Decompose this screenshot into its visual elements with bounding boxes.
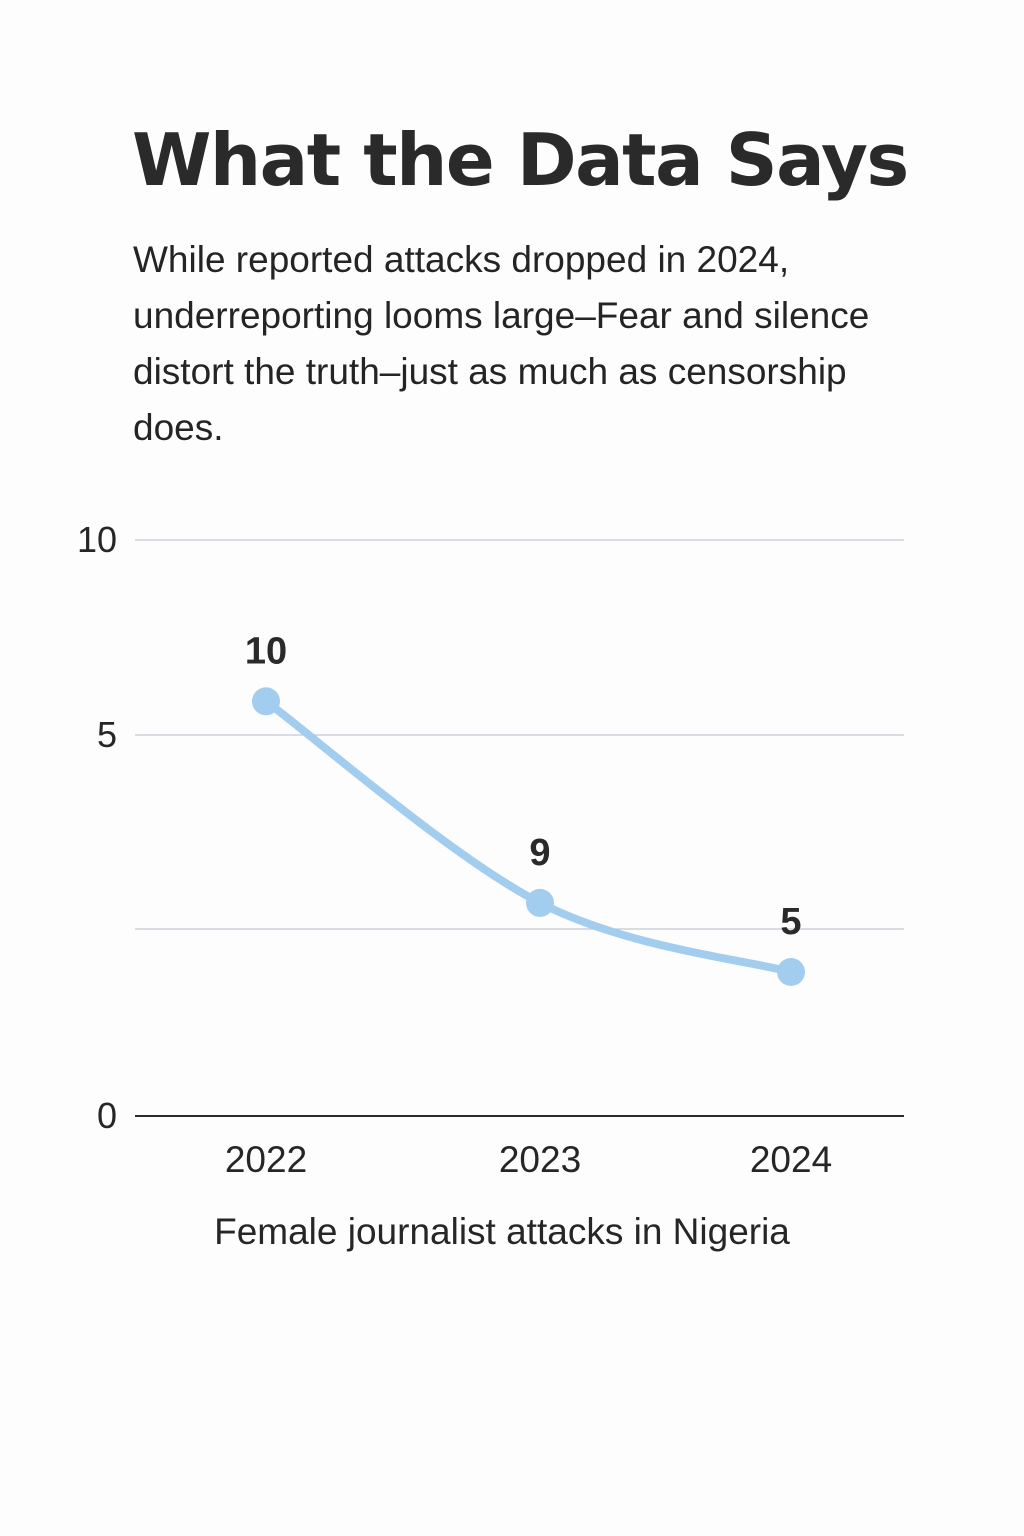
- x-tick-label: 2022: [225, 1139, 307, 1180]
- data-point: [526, 888, 554, 917]
- data-label: 9: [529, 832, 550, 874]
- data-point: [777, 958, 805, 986]
- data-label: 5: [780, 901, 801, 943]
- axes: 0 5 10 2022 2023 2024: [77, 519, 904, 1180]
- page-title: What the Data Says: [132, 118, 909, 202]
- y-tick-label: 10: [77, 519, 117, 560]
- x-axis-label: Female journalist attacks in Nigeria: [214, 1211, 790, 1252]
- page-subtitle: While reported attacks dropped in 2024, …: [133, 239, 870, 448]
- data-label: 10: [245, 630, 287, 672]
- x-tick-label: 2023: [499, 1139, 581, 1180]
- y-tick-label: 5: [97, 714, 117, 755]
- series: 10 9 5: [245, 630, 805, 986]
- x-tick-label: 2024: [750, 1139, 832, 1180]
- grid-lines: [135, 539, 904, 930]
- data-point: [252, 687, 280, 716]
- y-tick-label: 0: [97, 1095, 117, 1136]
